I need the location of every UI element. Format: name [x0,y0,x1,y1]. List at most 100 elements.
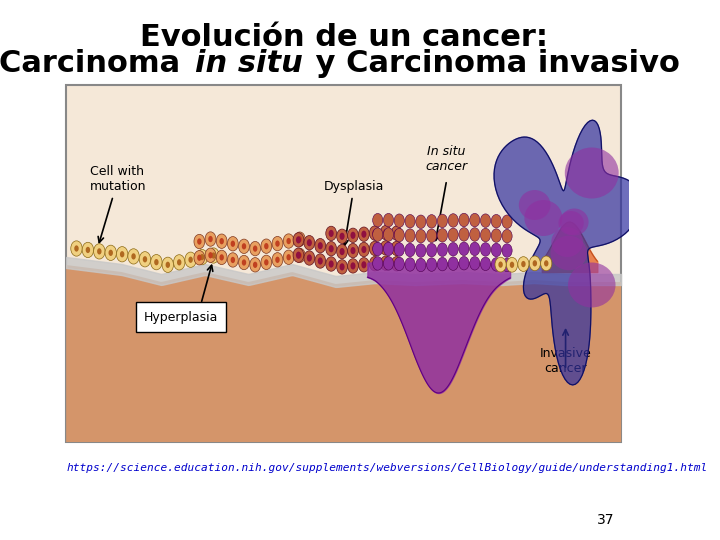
Ellipse shape [294,248,305,262]
Ellipse shape [105,245,117,260]
Ellipse shape [405,229,415,242]
Ellipse shape [294,232,305,246]
Ellipse shape [325,226,336,241]
Ellipse shape [337,260,348,274]
Ellipse shape [348,228,359,242]
Ellipse shape [491,258,501,271]
Ellipse shape [502,215,512,228]
Ellipse shape [506,258,518,272]
Ellipse shape [74,245,78,252]
Ellipse shape [426,229,437,242]
Ellipse shape [287,254,291,260]
Ellipse shape [533,260,537,267]
Ellipse shape [529,256,541,271]
Ellipse shape [351,247,356,254]
Ellipse shape [394,260,399,267]
Text: in situ: in situ [195,50,302,78]
Ellipse shape [519,190,551,220]
Ellipse shape [325,257,336,271]
Ellipse shape [197,254,202,261]
Ellipse shape [296,237,301,244]
Ellipse shape [373,213,383,227]
Ellipse shape [383,229,388,236]
Ellipse shape [109,249,113,256]
Ellipse shape [359,227,369,241]
Ellipse shape [177,259,181,266]
Ellipse shape [348,259,359,273]
Ellipse shape [415,244,426,258]
Ellipse shape [154,259,158,265]
Ellipse shape [117,247,128,262]
Ellipse shape [372,230,377,237]
Ellipse shape [469,228,480,241]
Ellipse shape [510,262,514,268]
Ellipse shape [264,259,269,266]
Ellipse shape [242,259,246,266]
Ellipse shape [228,237,238,251]
Ellipse shape [325,241,336,256]
Ellipse shape [283,234,294,248]
Ellipse shape [380,225,391,240]
Ellipse shape [415,215,426,228]
Ellipse shape [544,260,549,267]
Ellipse shape [384,256,394,270]
Ellipse shape [318,258,323,265]
Ellipse shape [315,239,325,253]
Ellipse shape [197,249,208,265]
Ellipse shape [469,256,480,270]
Polygon shape [66,265,621,442]
Ellipse shape [495,257,506,272]
Ellipse shape [491,243,501,256]
Ellipse shape [380,256,391,271]
Ellipse shape [261,239,271,253]
Ellipse shape [307,254,312,261]
Ellipse shape [272,253,283,267]
Ellipse shape [383,260,388,267]
FancyBboxPatch shape [136,302,226,332]
Ellipse shape [205,248,216,262]
Ellipse shape [328,230,333,237]
Text: Hyperplasia: Hyperplasia [144,310,218,323]
Ellipse shape [394,228,405,242]
Ellipse shape [568,262,616,307]
Ellipse shape [491,214,501,228]
Ellipse shape [394,214,405,227]
Ellipse shape [524,200,562,236]
Ellipse shape [480,214,490,227]
Ellipse shape [261,255,271,269]
Ellipse shape [216,234,227,248]
Ellipse shape [480,257,490,271]
Ellipse shape [415,230,426,243]
Ellipse shape [448,214,458,227]
Ellipse shape [351,232,356,239]
Ellipse shape [361,261,366,268]
Ellipse shape [194,251,204,265]
Ellipse shape [94,244,105,259]
Polygon shape [494,120,641,385]
Ellipse shape [437,214,447,228]
Ellipse shape [373,228,383,241]
Ellipse shape [498,261,503,268]
Ellipse shape [216,250,227,265]
Ellipse shape [337,245,348,259]
Ellipse shape [394,230,399,237]
Ellipse shape [272,237,283,251]
Ellipse shape [491,229,501,242]
Ellipse shape [373,242,383,256]
Ellipse shape [328,245,333,252]
Ellipse shape [437,258,447,271]
Ellipse shape [71,241,82,256]
Bar [66,85,621,442]
Ellipse shape [405,258,415,271]
Ellipse shape [459,228,469,241]
Ellipse shape [205,232,216,246]
Ellipse shape [150,254,162,270]
Ellipse shape [369,241,380,255]
Ellipse shape [304,235,315,250]
Ellipse shape [521,261,526,267]
Ellipse shape [264,243,269,249]
Ellipse shape [275,256,279,263]
Ellipse shape [394,245,399,252]
Ellipse shape [426,214,437,228]
Ellipse shape [253,262,257,268]
